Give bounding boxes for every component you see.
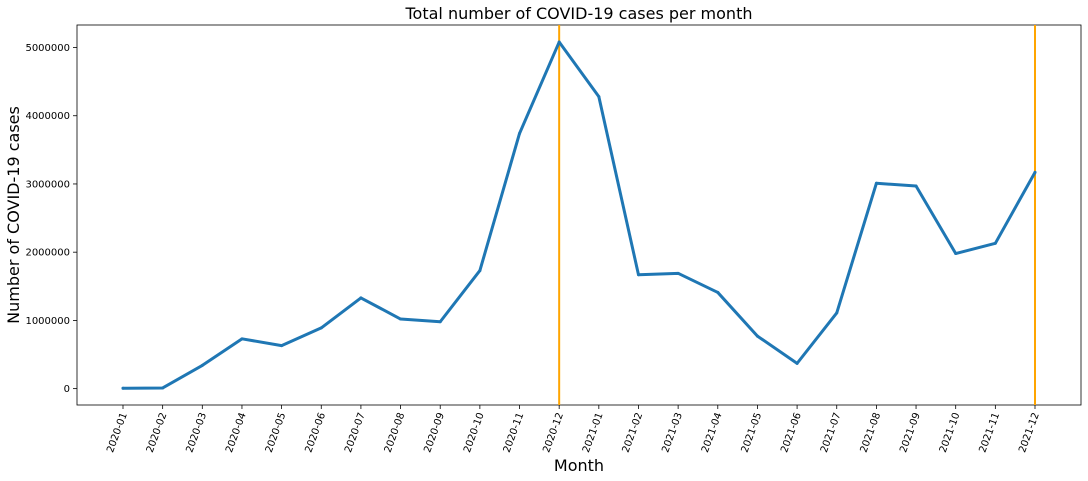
series-cases (121, 40, 1037, 390)
data-point-2021-11 (993, 241, 997, 245)
series-line (121, 40, 1037, 390)
x-tick-label: 2020-10 (462, 411, 487, 454)
data-point-2021-07 (835, 311, 839, 315)
data-point-2020-02 (161, 386, 165, 390)
data-point-2020-06 (319, 326, 323, 330)
data-point-2020-01 (121, 386, 125, 390)
data-point-2020-08 (399, 317, 403, 321)
x-tick-label: 2021-06 (779, 411, 804, 454)
x-tick-label: 2021-09 (898, 411, 923, 454)
reference-lines (558, 25, 1036, 405)
y-axis: 0 1000000 2000000 3000000 4000000 5000000 (25, 43, 77, 395)
y-tick-label: 4000000 (25, 111, 70, 122)
y-tick-label: 3000000 (25, 179, 70, 190)
x-tick-label: 2021-12 (1017, 411, 1042, 454)
x-tick-label: 2020-09 (422, 411, 447, 454)
plot-area-frame (76, 24, 1082, 406)
data-point-2021-04 (716, 290, 720, 294)
x-axis-label: Month (554, 456, 604, 475)
data-point-2021-01 (597, 95, 601, 99)
chart-title: Total number of COVID-19 cases per month (405, 4, 753, 23)
x-tick-label: 2020-08 (383, 411, 408, 454)
x-tick-label: 2021-10 (938, 411, 963, 454)
x-tick-label: 2021-04 (700, 411, 725, 454)
data-point-2021-03 (676, 271, 680, 275)
x-tick-label: 2021-08 (859, 411, 884, 454)
y-tick-label: 2000000 (25, 248, 70, 259)
x-tick-label: 2020-02 (145, 411, 170, 454)
x-tick-label: 2020-12 (541, 411, 566, 454)
x-tick-label: 2021-11 (978, 411, 1003, 454)
x-tick-label: 2021-01 (581, 411, 606, 454)
y-tick-label: 1000000 (25, 316, 70, 327)
data-point-2021-06 (795, 361, 799, 365)
x-tick-label: 2021-02 (621, 411, 646, 454)
x-tick-label: 2021-03 (660, 411, 685, 454)
x-tick-label: 2020-04 (224, 411, 249, 454)
data-point-2020-09 (438, 320, 442, 324)
data-point-2021-08 (874, 181, 878, 185)
data-point-2020-10 (478, 269, 482, 273)
x-tick-label: 2021-05 (740, 411, 765, 454)
data-point-2021-05 (755, 334, 759, 338)
y-tick-label: 0 (64, 384, 70, 395)
x-tick-label: 2020-07 (343, 411, 368, 454)
x-tick-label: 2020-01 (105, 411, 130, 454)
x-axis: 2020-01 2020-02 2020-03 2020-04 2020-05 2020-… (105, 405, 1042, 454)
y-axis-label: Number of COVID-19 cases (4, 106, 23, 324)
data-point-2020-05 (280, 344, 284, 348)
data-point-2020-04 (240, 337, 244, 341)
y-tick-label: 5000000 (25, 43, 70, 54)
x-tick-label: 2020-11 (502, 411, 527, 454)
x-tick-label: 2021-07 (819, 411, 844, 454)
data-point-2021-02 (636, 273, 640, 277)
data-point-2020-11 (518, 131, 522, 135)
x-tick-label: 2020-03 (184, 411, 209, 454)
x-tick-label: 2020-06 (303, 411, 328, 454)
data-point-2021-10 (954, 252, 958, 256)
data-point-2021-12 (1033, 170, 1037, 174)
data-point-2020-07 (359, 296, 363, 300)
x-tick-label: 2020-05 (264, 411, 289, 454)
data-point-2020-12 (557, 40, 561, 44)
data-point-2021-09 (914, 184, 918, 188)
data-point-2020-03 (200, 363, 204, 367)
